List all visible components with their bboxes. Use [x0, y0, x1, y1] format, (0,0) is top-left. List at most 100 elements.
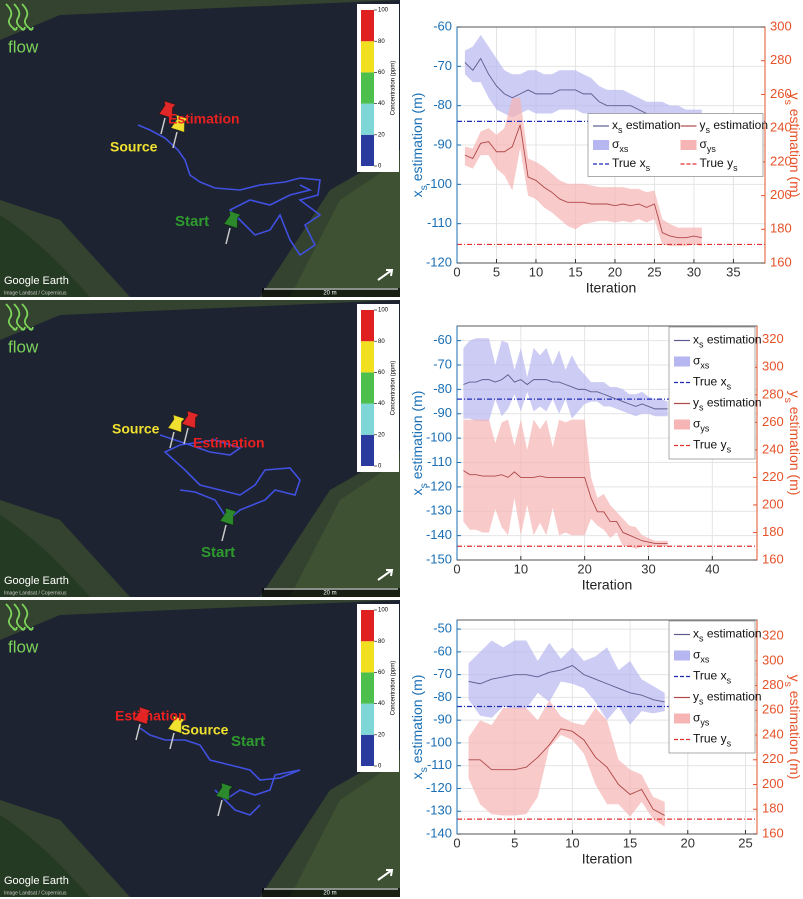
estimation-label: Estimation	[115, 708, 187, 724]
estimation-pin	[133, 706, 152, 725]
y2-tick-label: 260	[770, 86, 792, 101]
y-tick-label: -140	[426, 825, 452, 840]
y2-tick-label: 240	[762, 726, 784, 741]
colorbar-bin	[361, 641, 374, 673]
y-tick-label: -70	[433, 356, 452, 371]
x-tick-label: 5	[511, 835, 518, 850]
y-tick-label: -110	[427, 757, 452, 772]
colorbar-label: Concentration (ppm)	[391, 361, 397, 416]
credit: Google Earth	[4, 275, 69, 287]
colorbar-bin	[361, 403, 374, 435]
source-label: Source	[110, 139, 158, 155]
x-tick-label: 20	[608, 264, 622, 279]
colorbar-tick-label: 80	[378, 39, 385, 45]
estimate-line	[464, 124, 702, 239]
y2-axis-label: ys estimation (m)	[782, 93, 803, 198]
y-axis-label: xs estimation (m)	[409, 675, 430, 780]
estimate-line	[463, 374, 668, 410]
colorbar-bin	[361, 10, 374, 42]
y-tick-label: -110	[427, 215, 452, 230]
legend-label: σxs	[612, 137, 629, 154]
y2-tick-label: 160	[762, 825, 784, 840]
colorbar-bin	[361, 703, 374, 735]
legend-label: σys	[693, 417, 710, 434]
y2-axis-label: ys estimation (m)	[782, 391, 803, 496]
legend-label: xs estimation	[693, 333, 762, 350]
flow-arrow	[13, 303, 26, 331]
colorbar-tick-label: 100	[378, 8, 389, 14]
y2-tick-label: 320	[762, 331, 784, 346]
legend-label: True xs	[612, 156, 651, 173]
source-pin-needle	[172, 131, 178, 149]
legend-label: σys	[693, 711, 710, 728]
trajectory	[139, 727, 301, 816]
colorbar-label: Concentration (ppm)	[391, 61, 397, 116]
colorbar-tick-label: 40	[378, 101, 385, 107]
legend-label: ys estimation	[693, 690, 762, 707]
credit: Google Earth	[4, 875, 69, 887]
x-tick-label: 0	[453, 561, 460, 576]
start-pin-needle	[225, 227, 231, 245]
credit: Google Earth	[4, 575, 69, 587]
y-tick-label: -150	[426, 551, 452, 566]
legend-label: True ys	[693, 732, 732, 749]
flow-arrow	[21, 303, 34, 331]
x-tick-label: 10	[565, 835, 579, 850]
legend-swatch	[593, 140, 609, 150]
y2-tick-label: 200	[770, 187, 792, 202]
flow-arrow	[21, 3, 34, 31]
legend-label: True xs	[693, 375, 732, 392]
y2-tick-label: 300	[762, 652, 784, 667]
legend-swatch	[674, 713, 690, 724]
legend-swatch	[674, 356, 690, 367]
colorbar-bin	[361, 341, 374, 373]
y-tick-label: -60	[433, 18, 452, 33]
legend-label: ys estimation	[700, 118, 769, 135]
legend-label: σxs	[693, 354, 710, 371]
sigma-band	[463, 338, 668, 422]
colorbar-tick-label: 80	[378, 639, 385, 645]
y-tick-label: -70	[433, 666, 452, 681]
colorbar-tick-label: 40	[378, 701, 385, 707]
legend-label: xs estimation	[612, 118, 681, 135]
colorbar-tick-label: 60	[378, 70, 385, 76]
y2-tick-label: 180	[762, 801, 784, 816]
y2-tick-label: 200	[762, 496, 784, 511]
colorbar-bin	[361, 610, 374, 642]
colorbar-tick-label: 20	[378, 132, 385, 138]
map-trees	[0, 815, 90, 897]
flow-arrow	[5, 603, 18, 631]
trajectory	[137, 124, 322, 257]
y2-tick-label: 320	[762, 628, 784, 643]
estimation-pin	[181, 410, 200, 429]
x-tick-label: 25	[738, 835, 752, 850]
legend-swatch	[674, 419, 690, 430]
colorbar-tick-label: 0	[378, 464, 382, 470]
y-tick-label: -130	[426, 803, 452, 818]
source-pin	[170, 114, 189, 133]
colorbar-tick-label: 80	[378, 339, 385, 345]
y-tick-label: -70	[433, 58, 452, 73]
x-tick-label: 30	[687, 264, 701, 279]
start-pin-needle	[221, 524, 227, 542]
colorbar-tick-label: 60	[378, 670, 385, 676]
y-tick-label: -110	[427, 454, 452, 469]
colorbar-tick-label: 20	[378, 432, 385, 438]
map-trees	[0, 215, 90, 297]
sigma-band	[464, 97, 702, 247]
legend-label: True ys	[693, 438, 732, 455]
x-tick-label: 10	[514, 561, 528, 576]
scale-bar-bg	[262, 288, 400, 297]
x-tick-label: 20	[681, 835, 695, 850]
legend-label: σxs	[693, 648, 710, 665]
colorbar-bin	[361, 372, 374, 404]
y2-tick-label: 180	[770, 221, 792, 236]
y2-tick-label: 280	[770, 52, 792, 67]
y-tick-label: -90	[433, 136, 452, 151]
y-axis-label: xs estimation (m)	[409, 391, 430, 496]
flow-label: flow	[8, 337, 39, 356]
attribution: Image Landsat / Copernicus	[4, 290, 67, 296]
y2-tick-label: 240	[770, 120, 792, 135]
y2-tick-label: 180	[762, 524, 784, 539]
estimation-label: Estimation	[193, 435, 265, 451]
